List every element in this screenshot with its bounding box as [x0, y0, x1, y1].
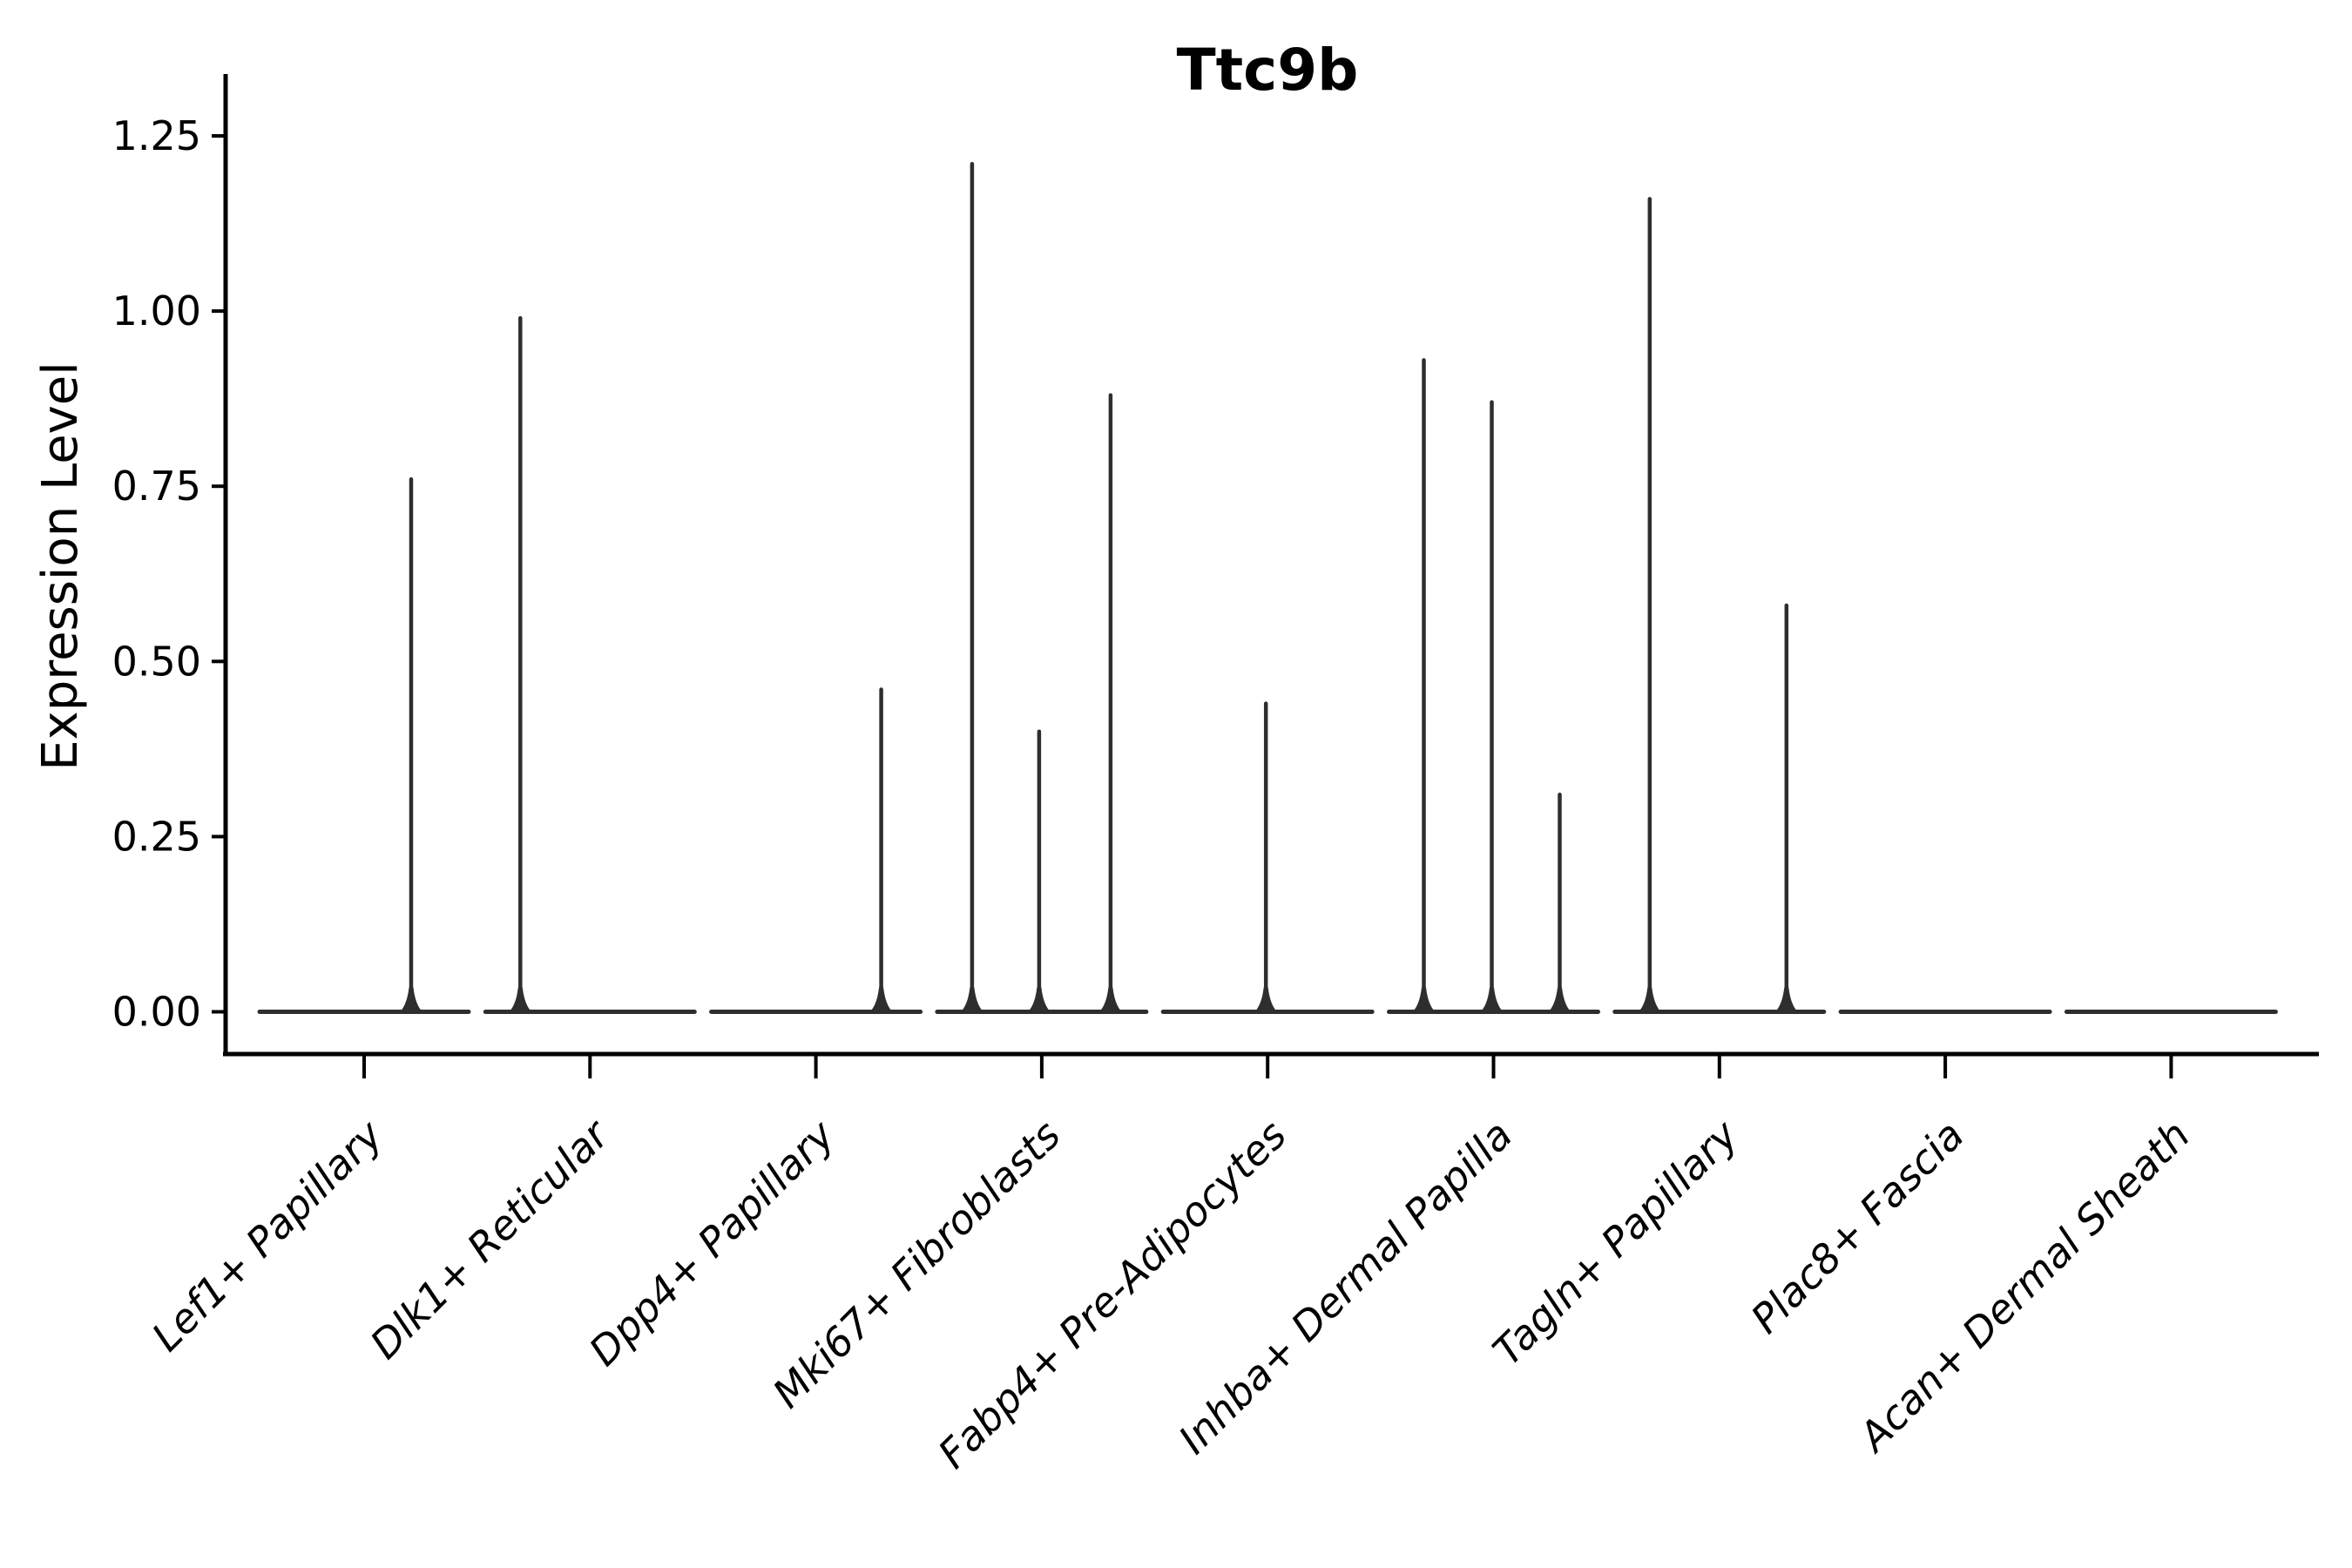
x-tick-label: Plac8+ Fascia: [1741, 1112, 1972, 1342]
y-axis-label: Expression Level: [32, 362, 89, 771]
x-tick-label: Lef1+ Papillary: [143, 1111, 392, 1360]
y-tick-label: 1.25: [112, 112, 201, 159]
y-tick-label: 0.00: [112, 989, 201, 1036]
y-tick-label: 1.00: [112, 287, 201, 335]
chart-title: Ttc9b: [1177, 37, 1359, 104]
x-tick-label: Dlk1+ Reticular: [361, 1109, 619, 1368]
x-tick-label: Tagln+ Papillary: [1484, 1111, 1747, 1375]
x-tick-label: Dpp4+ Papillary: [580, 1111, 844, 1375]
y-tick-label: 0.25: [112, 813, 201, 860]
y-tick-label: 0.75: [112, 463, 201, 510]
y-tick-label: 0.50: [112, 638, 201, 685]
